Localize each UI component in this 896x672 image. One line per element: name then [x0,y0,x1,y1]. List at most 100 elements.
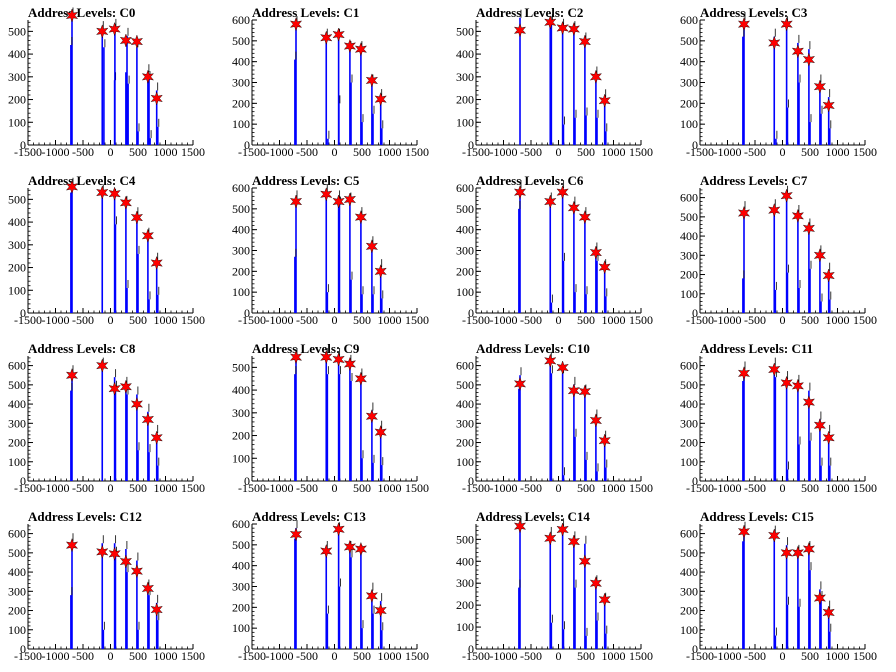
chart-panel-14: Address Levels: C14 0 100 200 300 400 500 -1500… [456,509,653,663]
peak-marker [598,93,611,108]
chart-panel-1: Address Levels: C1 0 100 200 300 400 500 600 -15… [232,5,429,159]
y-tick-label: 500 [680,210,698,224]
peak-marker [332,352,345,367]
chart-panel-6: Address Levels: C6 0 100 200 300 400 500 600 -15… [456,173,653,327]
y-tick-label: 300 [232,76,250,90]
y-tick-label: 300 [456,416,474,430]
x-tick-label: -1500 [238,649,266,663]
peak-marker [354,541,368,557]
peak-marker [768,528,781,543]
peak-marker [130,210,144,225]
peak-marker [332,522,345,537]
chart-panel-4: Address Levels: C40100200300400500-1500-… [8,173,205,327]
peak-marker [567,21,581,37]
y-tick-label: 500 [680,546,698,560]
chart-title: Address Levels: C4 [28,173,136,188]
x-tick-label: -500 [520,649,542,663]
x-tick-label: -1500 [14,145,42,159]
peak-marker [802,541,816,557]
x-tick-label: 0 [108,145,114,159]
y-tick-label: 300 [456,244,474,258]
x-tick-label: 0 [108,649,114,663]
y-tick-label: 0 [244,138,250,152]
peak-marker [737,524,751,539]
y-tick-label: 400 [232,55,250,69]
chart-panel-0: Address Levels: C00100200300400500-1500-… [8,5,205,159]
x-tick-label: 1500 [181,481,205,495]
x-tick-label: 1000 [602,649,626,663]
x-tick-label: 1000 [154,481,178,495]
peak-marker [567,200,581,215]
x-tick-label: 0 [780,481,786,495]
peak-marker [289,194,303,209]
y-tick-label: 500 [8,192,26,206]
peak-marker [65,179,79,195]
peak-marker [130,34,144,49]
y-tick-label: 200 [680,436,698,450]
x-tick-label: 1500 [853,313,877,327]
x-tick-label: 500 [129,481,147,495]
y-tick-label: 300 [8,416,26,430]
y-tick-label: 200 [456,93,474,107]
x-tick-label: 0 [780,313,786,327]
x-tick-label: -1500 [686,145,714,159]
x-tick-label: 1000 [602,481,626,495]
y-tick-label: 500 [456,378,474,392]
y-tick-label: 400 [232,383,250,397]
peak-marker [365,239,379,254]
x-tick-label: -1500 [14,481,42,495]
y-tick-label: 0 [692,474,698,488]
x-tick-label: -1000 [714,649,742,663]
x-tick-label: -1500 [462,313,490,327]
peak-marker [108,381,121,396]
peak-marker [374,603,387,618]
peak-marker [332,194,345,209]
y-tick-label: 400 [8,565,26,579]
y-tick-label: 500 [232,538,250,552]
y-tick-label: 600 [232,517,250,531]
x-tick-label: -1000 [490,649,518,663]
peak-marker [374,264,387,279]
x-tick-label: 1500 [853,649,877,663]
y-tick-label: 100 [8,455,26,469]
y-tick-label: 100 [456,285,474,299]
x-tick-label: -500 [72,313,94,327]
x-tick-label: -500 [296,481,318,495]
y-tick-label: 200 [456,436,474,450]
peak-marker [737,366,751,381]
y-tick-label: 600 [8,359,26,373]
peak-marker [150,91,163,106]
peak-marker [365,588,379,604]
chart-panel-13: Address Levels: C13 0 100 200 300 400 500 600 -1… [232,509,429,663]
peak-marker [119,33,133,48]
chart-title: Address Levels: C0 [28,5,135,20]
peak-marker [513,376,527,392]
x-tick-label: -1000 [490,145,518,159]
peak-marker [513,23,527,38]
y-tick-label: 400 [456,397,474,411]
peak-marker [802,52,816,67]
peak-marker [320,187,333,202]
y-tick-label: 500 [680,378,698,392]
x-tick-label: 500 [577,145,595,159]
peak-marker [813,248,827,263]
peak-marker [556,522,569,537]
x-tick-label: -1000 [490,313,518,327]
peak-marker [141,412,155,427]
y-tick-label: 300 [232,580,250,594]
x-tick-label: -1000 [266,649,294,663]
y-tick-label: 400 [232,223,250,237]
x-tick-label: 1500 [405,481,429,495]
y-tick-label: 0 [692,306,698,320]
peak-marker [589,413,603,428]
peak-marker [589,245,603,260]
x-tick-label: 1000 [826,649,850,663]
chart-title: Address Levels: C14 [476,509,590,524]
y-tick-label: 0 [468,138,474,152]
y-tick-label: 500 [232,360,250,374]
y-tick-label: 500 [232,34,250,48]
chart-panel-10: Address Levels: C10 0 100 200 300 400 500 600 -1… [456,341,653,495]
x-tick-label: -500 [744,481,766,495]
x-tick-label: 1500 [629,145,653,159]
y-tick-label: 300 [456,576,474,590]
